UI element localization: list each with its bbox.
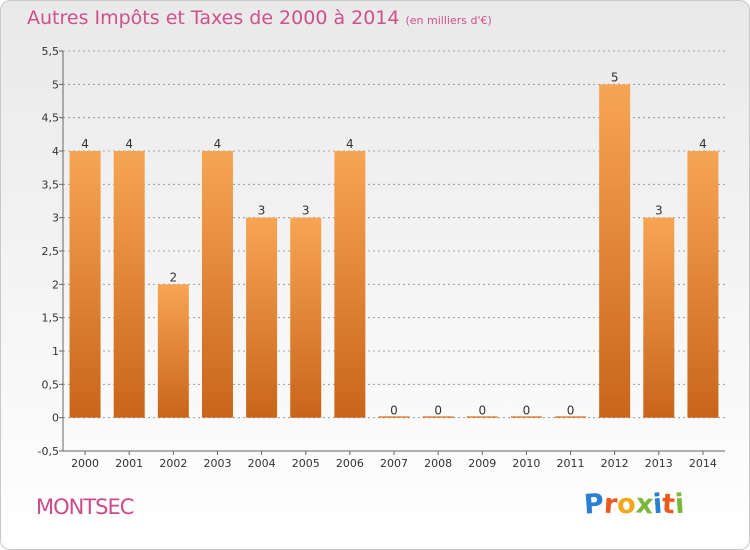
data-label: 3 bbox=[655, 204, 663, 218]
bar bbox=[334, 151, 366, 418]
bar bbox=[643, 217, 675, 418]
logo-letter: P bbox=[582, 488, 605, 521]
data-label: 4 bbox=[214, 137, 222, 151]
bar bbox=[201, 151, 233, 418]
x-tick-label: 2009 bbox=[468, 457, 496, 470]
x-tick-label: 2006 bbox=[336, 457, 364, 470]
x-tick-label: 2001 bbox=[115, 457, 143, 470]
data-label: 3 bbox=[302, 204, 310, 218]
x-tick-label: 2002 bbox=[159, 457, 187, 470]
chart-title-text: Autres Impôts et Taxes de 2000 à 2014 bbox=[27, 7, 400, 29]
place-name: MONTSEC bbox=[36, 495, 134, 519]
logo-letter: i bbox=[674, 488, 686, 521]
bar bbox=[157, 284, 189, 418]
data-label: 3 bbox=[258, 204, 266, 218]
x-tick-label: 2003 bbox=[203, 457, 231, 470]
bar bbox=[466, 416, 498, 418]
bar bbox=[378, 416, 410, 418]
bar bbox=[555, 416, 587, 418]
y-tick-label: 3,5 bbox=[42, 178, 60, 191]
y-tick-label: 2,5 bbox=[42, 245, 60, 258]
data-label: 4 bbox=[699, 137, 707, 151]
x-tick-label: 2007 bbox=[380, 457, 408, 470]
bar bbox=[422, 416, 454, 418]
x-tick-label: 2000 bbox=[71, 457, 99, 470]
data-label: 0 bbox=[478, 404, 486, 418]
x-tick-label: 2004 bbox=[248, 457, 276, 470]
y-tick-label: 2 bbox=[52, 278, 59, 291]
data-label: 4 bbox=[125, 137, 133, 151]
data-label: 5 bbox=[611, 70, 619, 84]
x-tick-label: 2010 bbox=[512, 457, 540, 470]
bar bbox=[687, 151, 719, 418]
data-label: 0 bbox=[434, 404, 442, 418]
chart-subtitle: (en milliers d'€) bbox=[405, 14, 492, 27]
logo-letter: o bbox=[616, 488, 637, 521]
chart-title: Autres Impôts et Taxes de 2000 à 2014 (en… bbox=[27, 7, 492, 29]
y-tick-label: 5 bbox=[52, 78, 59, 91]
y-tick-label: 1 bbox=[52, 345, 59, 358]
y-tick-label: 4 bbox=[52, 145, 59, 158]
data-label: 4 bbox=[346, 137, 354, 151]
bar bbox=[599, 84, 631, 418]
y-tick-label: 3 bbox=[52, 212, 59, 225]
data-label: 0 bbox=[390, 404, 398, 418]
data-label: 4 bbox=[81, 137, 89, 151]
data-label: 0 bbox=[567, 404, 575, 418]
y-tick-label: 0,5 bbox=[42, 378, 60, 391]
x-tick-label: 2008 bbox=[424, 457, 452, 470]
x-tick-label: 2014 bbox=[689, 457, 717, 470]
x-tick-label: 2012 bbox=[601, 457, 629, 470]
bar bbox=[246, 217, 278, 418]
data-label: 0 bbox=[523, 404, 531, 418]
y-tick-label: 0 bbox=[52, 412, 59, 425]
x-tick-label: 2005 bbox=[292, 457, 320, 470]
y-tick-label: 5,5 bbox=[42, 45, 60, 58]
bar bbox=[113, 151, 145, 418]
data-label: 2 bbox=[170, 270, 178, 284]
x-tick-label: 2011 bbox=[557, 457, 585, 470]
y-tick-label: 4,5 bbox=[42, 112, 60, 125]
proxiti-logo: Proxiti bbox=[582, 488, 686, 521]
bar bbox=[290, 217, 322, 418]
y-tick-label: -0,5 bbox=[38, 445, 59, 458]
y-tick-label: 1,5 bbox=[42, 312, 60, 325]
bar bbox=[510, 416, 542, 418]
x-tick-label: 2013 bbox=[645, 457, 673, 470]
bar bbox=[69, 151, 101, 418]
